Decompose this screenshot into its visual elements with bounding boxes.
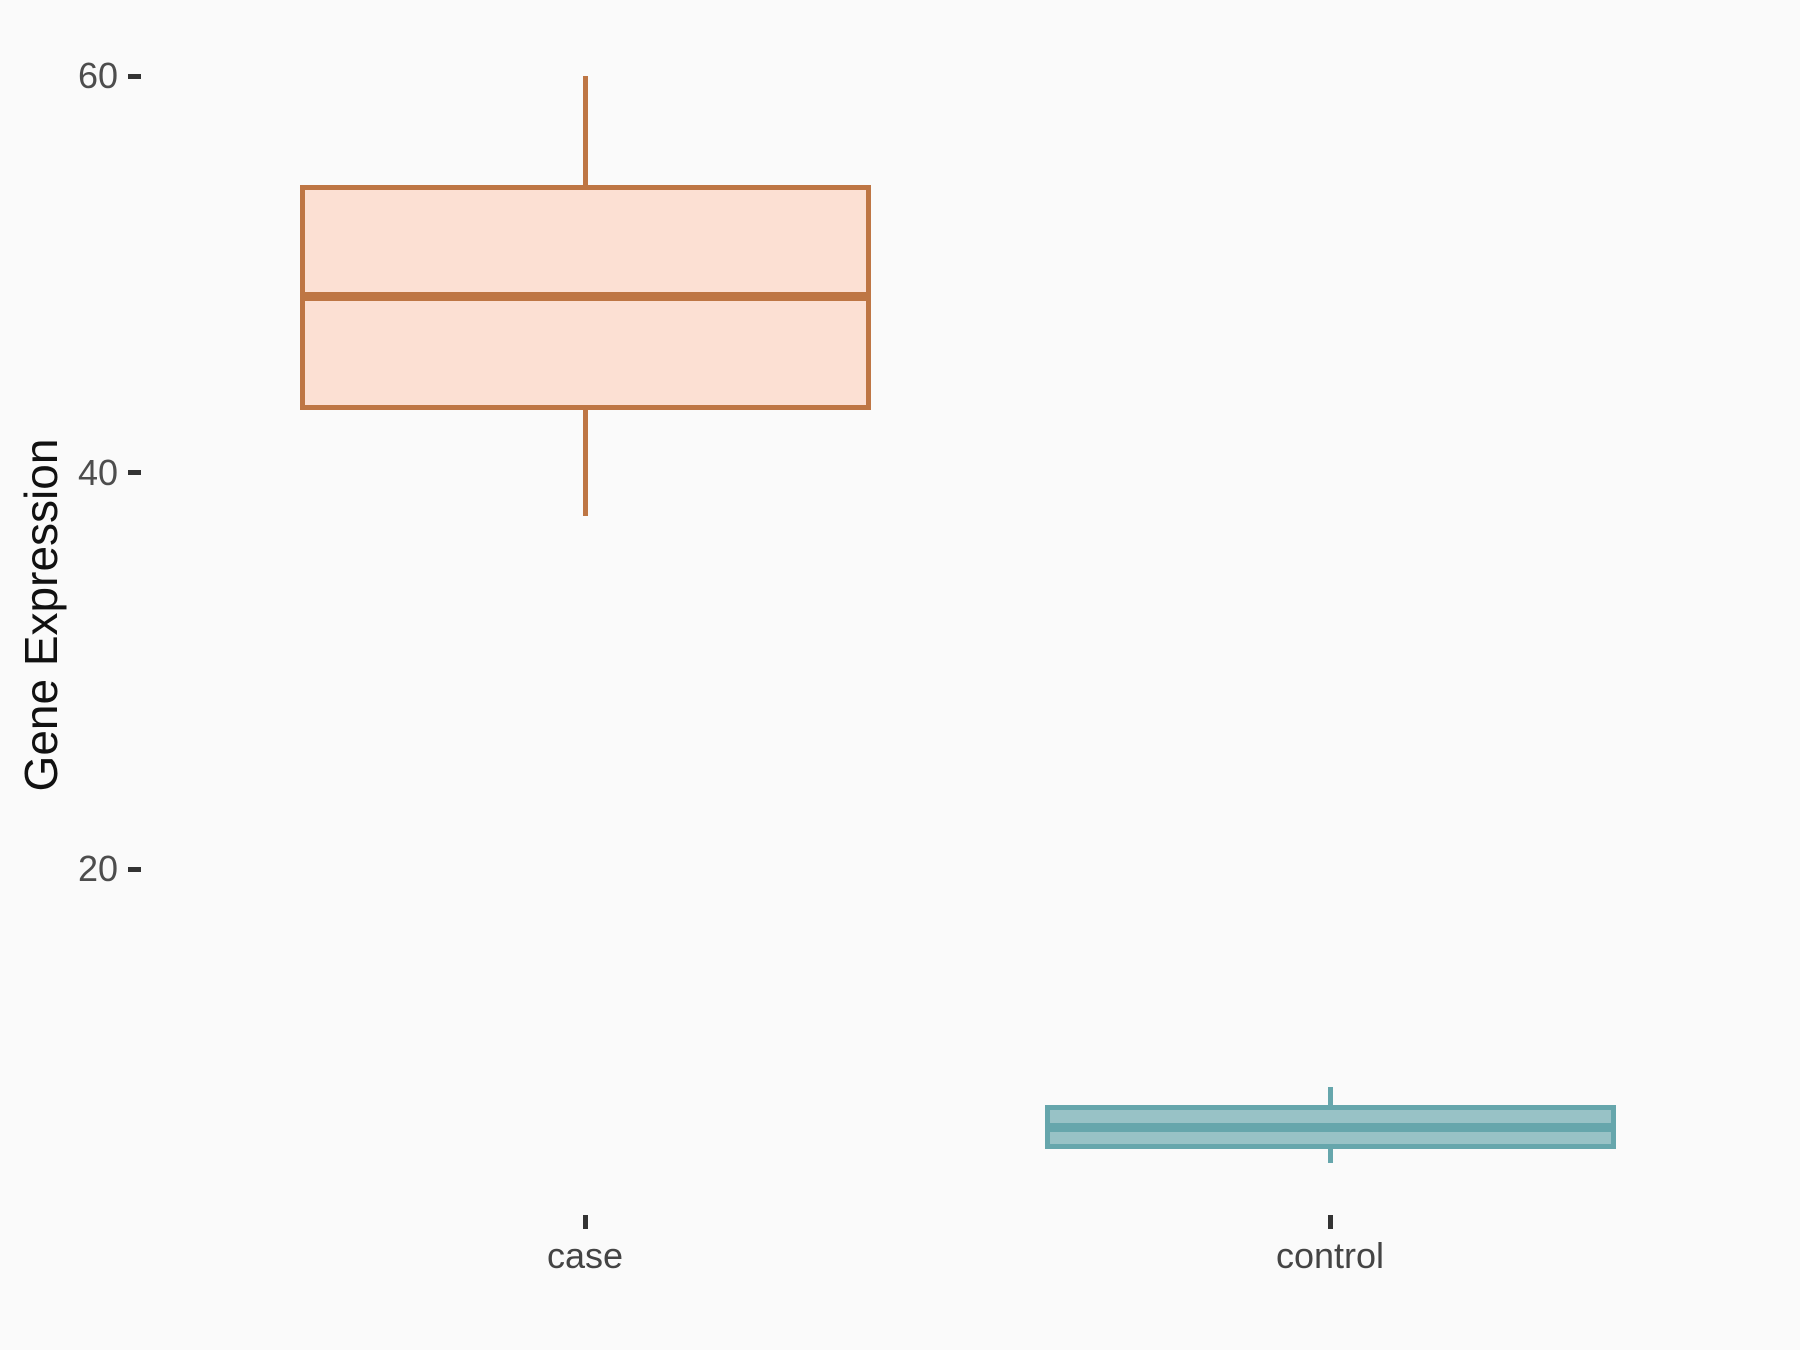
- y-tick-label: 20: [77, 848, 118, 890]
- boxplot-median-control: [1047, 1122, 1613, 1132]
- x-category-label-control: control: [1275, 1235, 1385, 1276]
- y-tick-mark: [128, 866, 141, 872]
- y-tick-label: 60: [77, 55, 118, 97]
- x-category-label-case: case: [546, 1235, 624, 1276]
- boxplot-median-case: [302, 291, 868, 301]
- x-tick-mark: [1327, 1215, 1333, 1229]
- x-tick-mark: [582, 1215, 588, 1229]
- y-tick-label: 40: [77, 451, 118, 493]
- y-tick-mark: [128, 470, 141, 476]
- y-axis-title: Gene Expression: [15, 438, 67, 792]
- y-tick-mark: [128, 73, 141, 79]
